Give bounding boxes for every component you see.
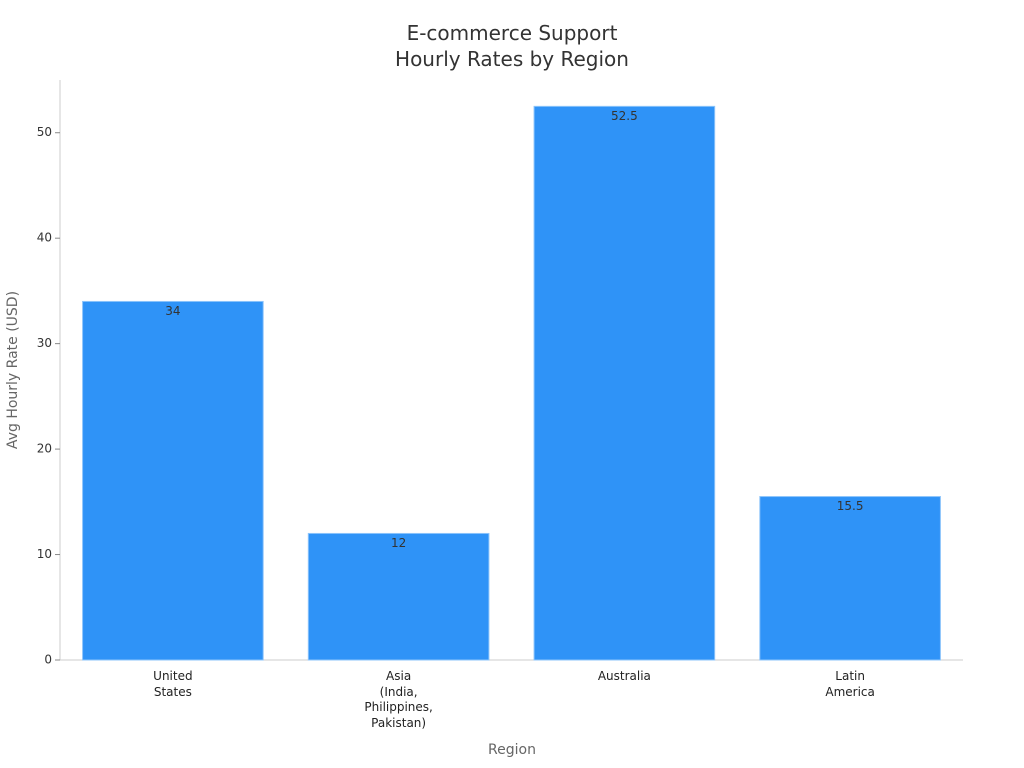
x-tick-label: United States — [153, 669, 193, 699]
value-label: 34 — [165, 304, 180, 318]
x-tick-label: Latin America — [825, 669, 875, 699]
x-axis-label: Region — [488, 742, 536, 758]
value-label: 12 — [391, 536, 406, 550]
x-tick-label: Australia — [597, 669, 651, 683]
bar — [307, 532, 490, 661]
chart-title: E-commerce Support Hourly Rates by Regio… — [395, 21, 629, 71]
y-tick-label: 10 — [37, 547, 52, 561]
value-label: 15.5 — [837, 499, 864, 513]
bar — [533, 105, 716, 661]
y-tick-label: 50 — [37, 125, 52, 139]
y-tick-label: 0 — [44, 653, 52, 667]
y-tick-label: 20 — [37, 442, 52, 456]
bar — [82, 300, 264, 661]
x-tick-label: Asia (India, Philippines, Pakistan) — [364, 669, 433, 730]
value-label: 52.5 — [611, 109, 638, 123]
y-tick-label: 30 — [37, 336, 52, 350]
y-axis-label: Avg Hourly Rate (USD) — [5, 291, 21, 449]
y-tick-label: 40 — [37, 231, 52, 245]
bar — [759, 496, 941, 661]
